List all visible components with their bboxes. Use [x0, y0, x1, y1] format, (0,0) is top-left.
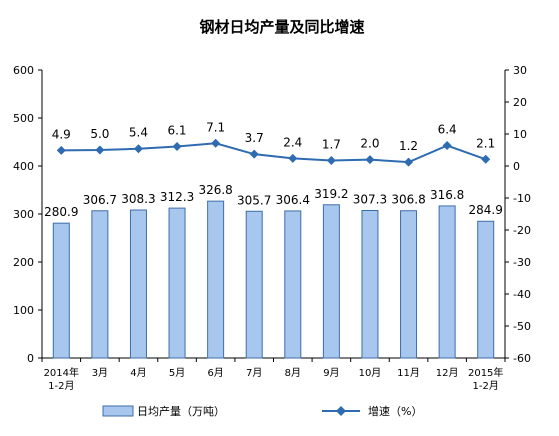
- x-tick-label: 8月: [285, 367, 301, 379]
- x-tick-label: 9月: [323, 367, 339, 379]
- x-tick-label: 10月: [359, 367, 382, 379]
- x-tick-label: 2014年: [44, 366, 79, 379]
- bar: [129, 209, 147, 359]
- line-point: [365, 155, 375, 165]
- line-series: [56, 138, 491, 167]
- line-point: [133, 144, 143, 154]
- bar-data-label: 319.2: [314, 187, 348, 201]
- right-tick-label: 20: [513, 96, 527, 109]
- bar-series: [52, 200, 495, 359]
- right-tick-label: -30: [513, 256, 531, 269]
- bar-data-label: 316.8: [430, 188, 464, 202]
- bar: [438, 205, 456, 359]
- bar-data-label: 326.8: [198, 183, 232, 197]
- bar: [361, 209, 379, 359]
- series-line: [61, 142, 487, 164]
- x-tick-label: 6月: [207, 367, 223, 379]
- left-tick-label: 100: [13, 304, 34, 317]
- bar: [52, 222, 70, 359]
- legend: 日均产量（万吨） 增速（%）: [102, 404, 422, 418]
- bar-data-label: 280.9: [44, 205, 78, 219]
- line-data-label: 2.1: [476, 136, 495, 150]
- left-tick-label: 200: [13, 256, 34, 269]
- right-tick-label: -40: [513, 288, 531, 301]
- bar-data-label: 306.8: [391, 193, 425, 207]
- line-point: [172, 141, 182, 151]
- bar-data-label: 305.7: [237, 193, 271, 207]
- line-point: [56, 145, 66, 155]
- left-tick-label: 400: [13, 160, 34, 173]
- line-data-label: 1.7: [322, 138, 341, 152]
- x-tick-label: 1-2月: [48, 380, 74, 392]
- line-point: [288, 153, 298, 163]
- x-tick-label: 2015年: [468, 366, 503, 379]
- right-tick-label: -60: [513, 352, 531, 365]
- axes: 0 100 200 300 400 500 600 -60 -50 -40 -30 -20 -10 0 10…: [13, 64, 531, 392]
- bar-data-label: 284.9: [469, 203, 503, 217]
- bar-data-label: 306.7: [83, 193, 117, 207]
- legend-line-label: 增速（%）: [368, 404, 422, 418]
- line-data-label: 3.7: [245, 131, 264, 145]
- right-tick-label: -20: [513, 224, 531, 237]
- line-data-label: 4.9: [52, 127, 71, 141]
- line-point: [442, 141, 452, 151]
- data-labels: 280.9 306.7 308.3 312.3 326.8 305.7 306.4 319.2…: [44, 120, 503, 219]
- line-point: [326, 156, 336, 166]
- bar-data-label: 307.3: [353, 192, 387, 206]
- bar-data-label: 306.4: [276, 193, 310, 207]
- bar-data-label: 308.3: [121, 192, 155, 206]
- bar: [91, 210, 109, 359]
- legend-line-marker: [336, 406, 346, 416]
- line-point: [249, 149, 259, 159]
- line-data-label: 2.4: [283, 135, 302, 149]
- x-tick-label: 3月: [92, 367, 108, 379]
- right-tick-label: -10: [513, 192, 531, 205]
- line-data-label: 5.4: [129, 126, 148, 140]
- right-tick-label: -50: [513, 320, 531, 333]
- bar: [284, 210, 302, 359]
- bar: [207, 200, 225, 359]
- bar: [477, 220, 495, 359]
- x-tick-label: 11月: [397, 367, 420, 379]
- bar: [168, 207, 186, 359]
- bar: [400, 210, 418, 359]
- x-tick-label: 5月: [169, 367, 185, 379]
- line-data-label: 6.4: [438, 123, 457, 137]
- x-tick-label: 7月: [246, 367, 262, 379]
- left-tick-label: 600: [13, 64, 34, 77]
- legend-bar-swatch: [102, 405, 134, 417]
- x-tick-label: 12月: [436, 367, 459, 379]
- line-data-label: 7.1: [206, 120, 225, 134]
- bar: [245, 210, 263, 359]
- line-point: [95, 145, 105, 155]
- line-data-label: 1.2: [399, 139, 418, 153]
- bar-data-label: 312.3: [160, 190, 194, 204]
- chart-title: 钢材日均产量及同比增速: [199, 18, 364, 36]
- left-tick-label: 500: [13, 112, 34, 125]
- x-tick-label: 4月: [130, 367, 146, 379]
- line-point: [211, 138, 221, 148]
- line-data-label: 5.0: [90, 127, 109, 141]
- left-tick-label: 0: [27, 352, 34, 365]
- line-point: [404, 157, 414, 167]
- line-point: [481, 154, 491, 164]
- x-tick-label: 1-2月: [473, 380, 499, 392]
- line-data-label: 2.0: [360, 137, 379, 151]
- right-tick-label: 30: [513, 64, 527, 77]
- legend-bar-label: 日均产量（万吨）: [137, 404, 225, 418]
- bar: [322, 204, 340, 359]
- line-data-label: 6.1: [167, 123, 186, 137]
- right-tick-label: 0: [513, 160, 520, 173]
- right-tick-label: 10: [513, 128, 527, 141]
- left-tick-label: 300: [13, 208, 34, 221]
